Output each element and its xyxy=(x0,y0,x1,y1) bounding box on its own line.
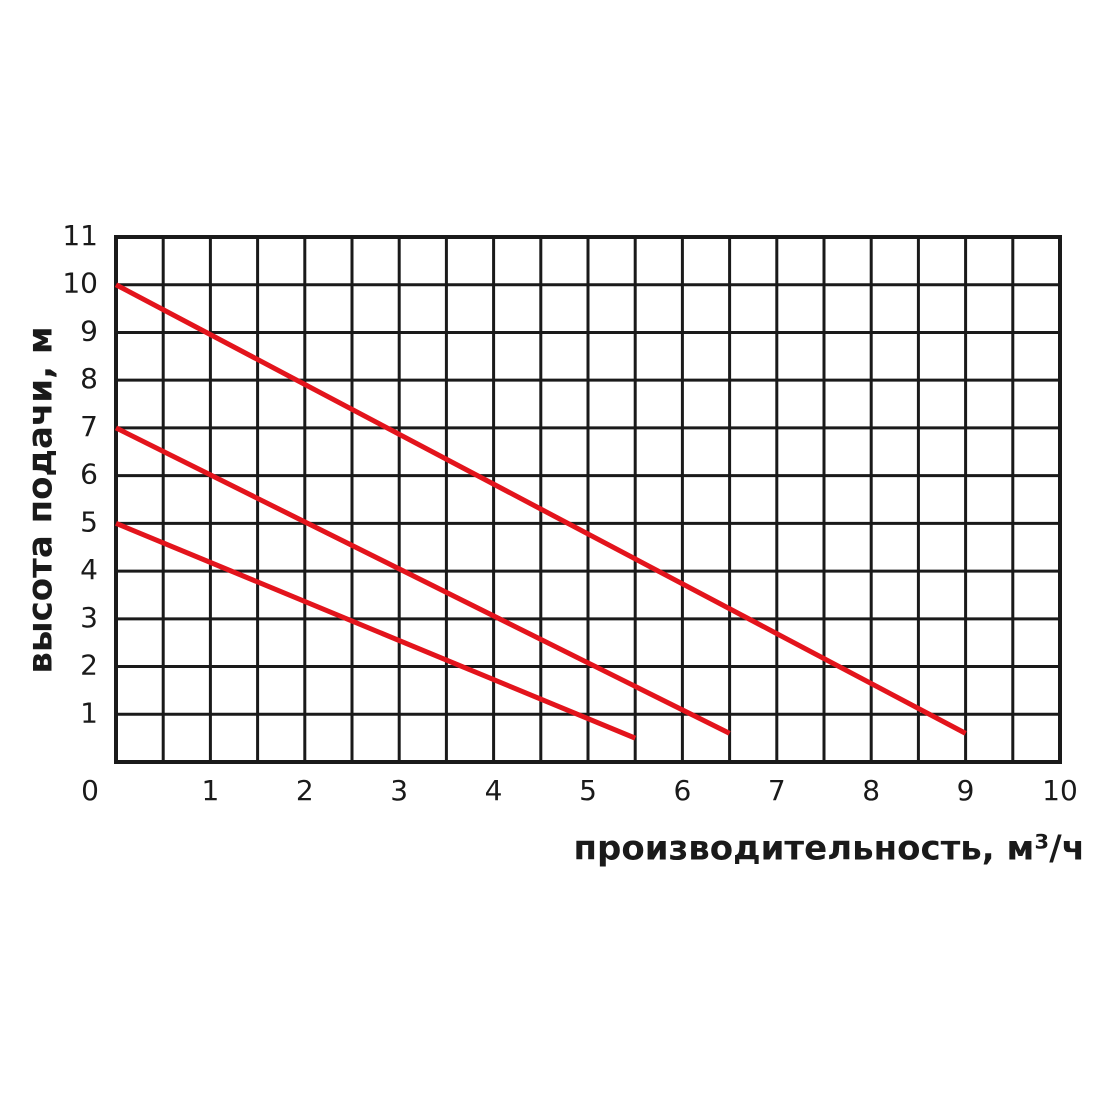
x-tick-label: 2 xyxy=(296,774,314,807)
y-tick-label: 8 xyxy=(80,362,98,395)
x-tick-label: 10 xyxy=(1042,774,1078,807)
y-tick-label: 3 xyxy=(80,601,98,634)
y-tick-label: 10 xyxy=(62,267,98,300)
y-tick-label: 6 xyxy=(80,458,98,491)
y-tick-label: 11 xyxy=(62,219,98,252)
y-tick-label: 2 xyxy=(80,649,98,682)
y-tick-label: 1 xyxy=(80,696,98,729)
x-tick-label: 6 xyxy=(673,774,691,807)
x-tick-label: 5 xyxy=(579,774,597,807)
x-tick-label: 9 xyxy=(957,774,975,807)
x-tick-label: 4 xyxy=(485,774,503,807)
y-tick-label: 4 xyxy=(80,553,98,586)
curve xyxy=(114,282,967,736)
x-tick-label: 1 xyxy=(201,774,219,807)
curve xyxy=(114,425,731,736)
x-axis-title: производительность, м³/ч xyxy=(574,829,1086,869)
y-tick-label: 9 xyxy=(80,314,98,347)
y-tick-label: 7 xyxy=(80,410,98,443)
x-tick-label: 7 xyxy=(768,774,786,807)
y-tick-label: 5 xyxy=(80,505,98,538)
curve xyxy=(115,521,637,741)
x-tick-label: 3 xyxy=(390,774,408,807)
x-tick-label: 0 xyxy=(81,774,99,807)
x-tick-label: 8 xyxy=(862,774,880,807)
y-axis-title: высота подачи, м xyxy=(21,326,61,673)
